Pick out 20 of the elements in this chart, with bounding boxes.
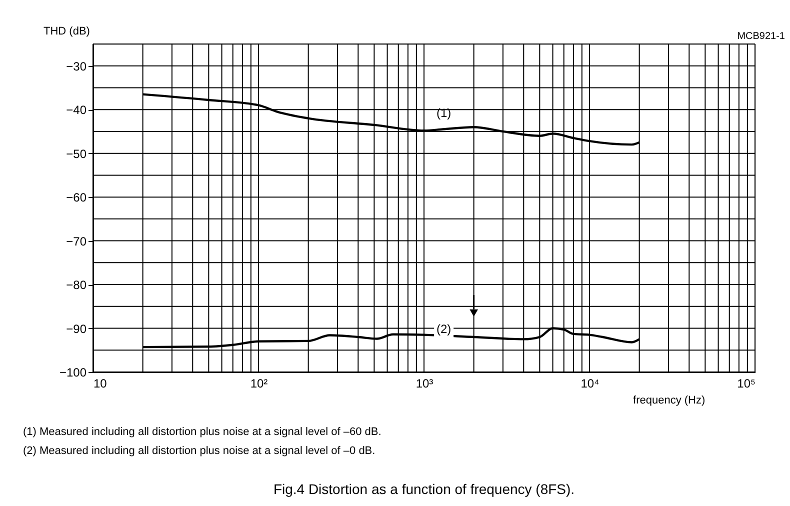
y-tick-label: −30 bbox=[66, 59, 87, 74]
text: MCB921-1 bbox=[737, 31, 786, 42]
x-tick-label: 10⁵ bbox=[737, 376, 756, 390]
x-tick-label: 10⁴ bbox=[580, 376, 600, 390]
y-axis-title: THD (dB) bbox=[44, 26, 90, 38]
text: (2) Measured including all distortion plus noise at a signal level of –0 dB. bbox=[23, 445, 376, 457]
text: (1) Measured including all distortion plus noise at a signal level of –60 dB. bbox=[23, 426, 382, 438]
x-tick-label: 10² bbox=[250, 376, 268, 390]
y-tick-label: −80 bbox=[66, 278, 87, 292]
y-tick-label: −50 bbox=[66, 146, 87, 161]
y-tick-label: −90 bbox=[66, 322, 87, 336]
series-label: (2) bbox=[436, 322, 452, 336]
y-tick-label: −100 bbox=[59, 366, 87, 380]
y-tick-label: −70 bbox=[66, 234, 87, 248]
y-tick-label: −60 bbox=[66, 190, 87, 205]
x-tick-label: 10 bbox=[94, 376, 108, 390]
x-axis-title: frequency (Hz) bbox=[633, 394, 706, 406]
x-tick-label: 10³ bbox=[416, 376, 434, 390]
text: Fig.4 Distortion as a function of frequency (8FS). bbox=[273, 481, 575, 497]
y-tick-label: −40 bbox=[66, 103, 87, 118]
